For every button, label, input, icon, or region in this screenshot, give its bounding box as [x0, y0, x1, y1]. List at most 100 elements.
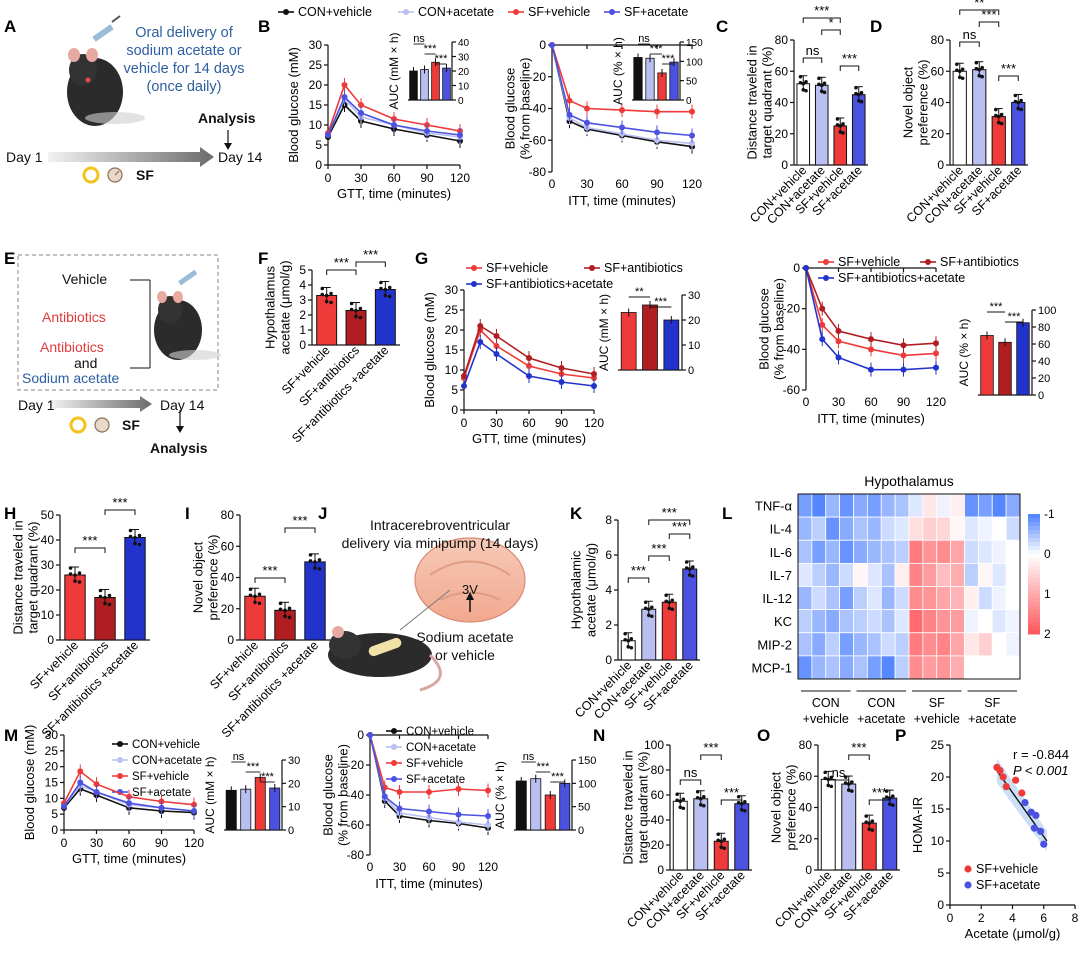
- panel-g-ylabel-group: Blood glucose (mM): [422, 292, 437, 408]
- panel-k-sig-bracket: [668, 533, 691, 539]
- panel-k-sig-label: ***: [672, 519, 687, 534]
- panel-g-series-line: [463, 324, 595, 377]
- panel-g2-point: [933, 340, 939, 347]
- panel-l-row-label: TNF-α: [755, 499, 793, 514]
- panel-b-xtick-label: 120: [450, 171, 470, 185]
- panel-m2-ytick-label: 0: [357, 728, 364, 742]
- panel-m-inset-sig: ns: [233, 751, 245, 763]
- panel-h-dot: [107, 602, 112, 607]
- panel-g2-xtick-label: 90: [897, 395, 911, 409]
- panel-n-sig-label: ***: [703, 740, 718, 755]
- panel-m-point: [191, 808, 197, 814]
- panel-i-ylabel-group: Novel object preference (%): [191, 535, 221, 621]
- panel-f-ytick-label: 3: [299, 293, 306, 307]
- panel-l-group-label: CON: [867, 696, 895, 710]
- panel-g-legend-label: SF+vehicle: [486, 261, 548, 275]
- panel-letter-m: M: [4, 726, 18, 745]
- panel-b2-inset-sig: ***: [662, 53, 676, 65]
- panel-d-ytick-label: 0: [937, 158, 944, 172]
- panel-f-ylabel: Hypothalamus: [263, 265, 278, 349]
- panel-b-legend-marker: [283, 9, 289, 15]
- panel-h-dot: [68, 566, 73, 570]
- panel-g-ytick-label: 10: [445, 363, 459, 377]
- panel-g-point: [558, 365, 565, 371]
- panel-g2-legend-label: SF+antibiotics+acetate: [838, 271, 965, 285]
- panel-c-dot: [838, 130, 843, 134]
- panel-n-sig-label: ns: [684, 765, 698, 780]
- panel-g-ytick-label: 20: [445, 323, 459, 337]
- panel-b2-inset-ytick-label: 100: [686, 57, 703, 68]
- panel-b-ytick-label: 20: [309, 78, 323, 92]
- panel-b-point: [358, 102, 364, 108]
- panel-b2-inset-sig: ns: [638, 33, 650, 45]
- panel-a-analysis-label: Analysis: [198, 110, 256, 126]
- panel-b-legend-label: CON+acetate: [418, 5, 494, 19]
- panel-k-dot: [650, 605, 654, 610]
- panel-m2-xtick-label: 30: [393, 860, 407, 874]
- panel-h-dot: [107, 593, 112, 598]
- panel-m2-legend-marker: [391, 744, 397, 750]
- panel-m2-inset-ytick-label: 150: [578, 755, 596, 767]
- panel-p-ytick-label: 25: [931, 738, 945, 752]
- panel-h-dot: [133, 535, 137, 540]
- panel-m-point: [93, 781, 100, 788]
- panel-h-ytick-label: 30: [41, 558, 55, 572]
- panel-i-dot: [283, 608, 287, 613]
- panel-p-point: [1032, 811, 1040, 820]
- panel-i-dot: [313, 566, 317, 570]
- panel-m-legend-marker: [117, 741, 123, 747]
- panel-m2-series-line: [369, 734, 489, 817]
- panel-l-group-label: SF: [929, 696, 945, 710]
- panel-m2-ytick-label: -80: [347, 848, 365, 862]
- panel-h-dot: [68, 572, 73, 576]
- panel-m2-series-line: [369, 734, 489, 793]
- panel-g2-point: [819, 305, 826, 312]
- panel-h-dot: [103, 595, 107, 600]
- panel-b-series-line: [327, 83, 461, 134]
- panel-b2-xtick-label: 90: [650, 177, 664, 191]
- panel-e-day1-label: Day 1: [18, 397, 55, 413]
- panel-i-dot: [248, 593, 253, 598]
- panel-h-ylabel: target quadrant (%): [26, 521, 41, 633]
- panel-m2-legend-marker: [391, 728, 397, 734]
- panel-f-dot: [383, 287, 388, 292]
- panel-o-dot: [891, 803, 895, 807]
- panel-d-dot: [960, 67, 965, 72]
- panel-i-ytick-label: 20: [221, 602, 235, 616]
- panel-k-dot: [626, 638, 631, 643]
- panel-i-ylabel: preference (%): [206, 535, 221, 621]
- panel-h-dot: [98, 588, 103, 593]
- panel-m-legend-marker: [117, 757, 123, 763]
- panel-g2-point: [803, 265, 809, 271]
- panel-g2-ytick-label: -20: [783, 302, 801, 316]
- panel-f-dot: [383, 293, 388, 298]
- panel-b2-point: [566, 111, 573, 118]
- panel-n-dot: [681, 806, 686, 811]
- panel-h-ylabel: Distance traveled in: [11, 520, 26, 634]
- panel-p-ylabel: HOMA-IR: [910, 797, 925, 853]
- panel-d-ytick-label: 60: [931, 64, 945, 78]
- panel-o-ytick-label: 60: [799, 769, 813, 783]
- panel-n-dot: [719, 845, 724, 850]
- panel-p-point: [999, 773, 1007, 781]
- panel-g2-legend-label: SF+antibiotics: [940, 255, 1019, 269]
- panel-b-point: [457, 132, 463, 138]
- panel-g-point: [493, 333, 500, 339]
- panel-k-dot: [667, 606, 672, 611]
- panel-b-ytick-label: 5: [315, 138, 322, 152]
- panel-i-dot: [248, 587, 253, 592]
- panel-g2-point: [933, 350, 939, 357]
- panel-p-xtick-label: 6: [1040, 911, 1047, 925]
- panel-o-ylabel-group: Novel object preference (%): [769, 765, 799, 851]
- panel-n-sig-bracket: [679, 779, 702, 785]
- panel-m2-legend-marker: [391, 776, 397, 782]
- panel-p-xlabel: Acetate (μmol/g): [965, 926, 1061, 941]
- panel-letter-j: J: [318, 504, 327, 523]
- panel-n-dot: [702, 794, 706, 799]
- panel-g2-point: [868, 346, 874, 353]
- panel-b2-inset-ytick-label: 150: [686, 38, 703, 49]
- panel-b-xtick-label: 30: [354, 171, 368, 185]
- panel-g2-ytick-label: -40: [783, 342, 801, 356]
- panel-g-inset-sig: **: [635, 286, 644, 298]
- panel-m2-point: [485, 787, 491, 794]
